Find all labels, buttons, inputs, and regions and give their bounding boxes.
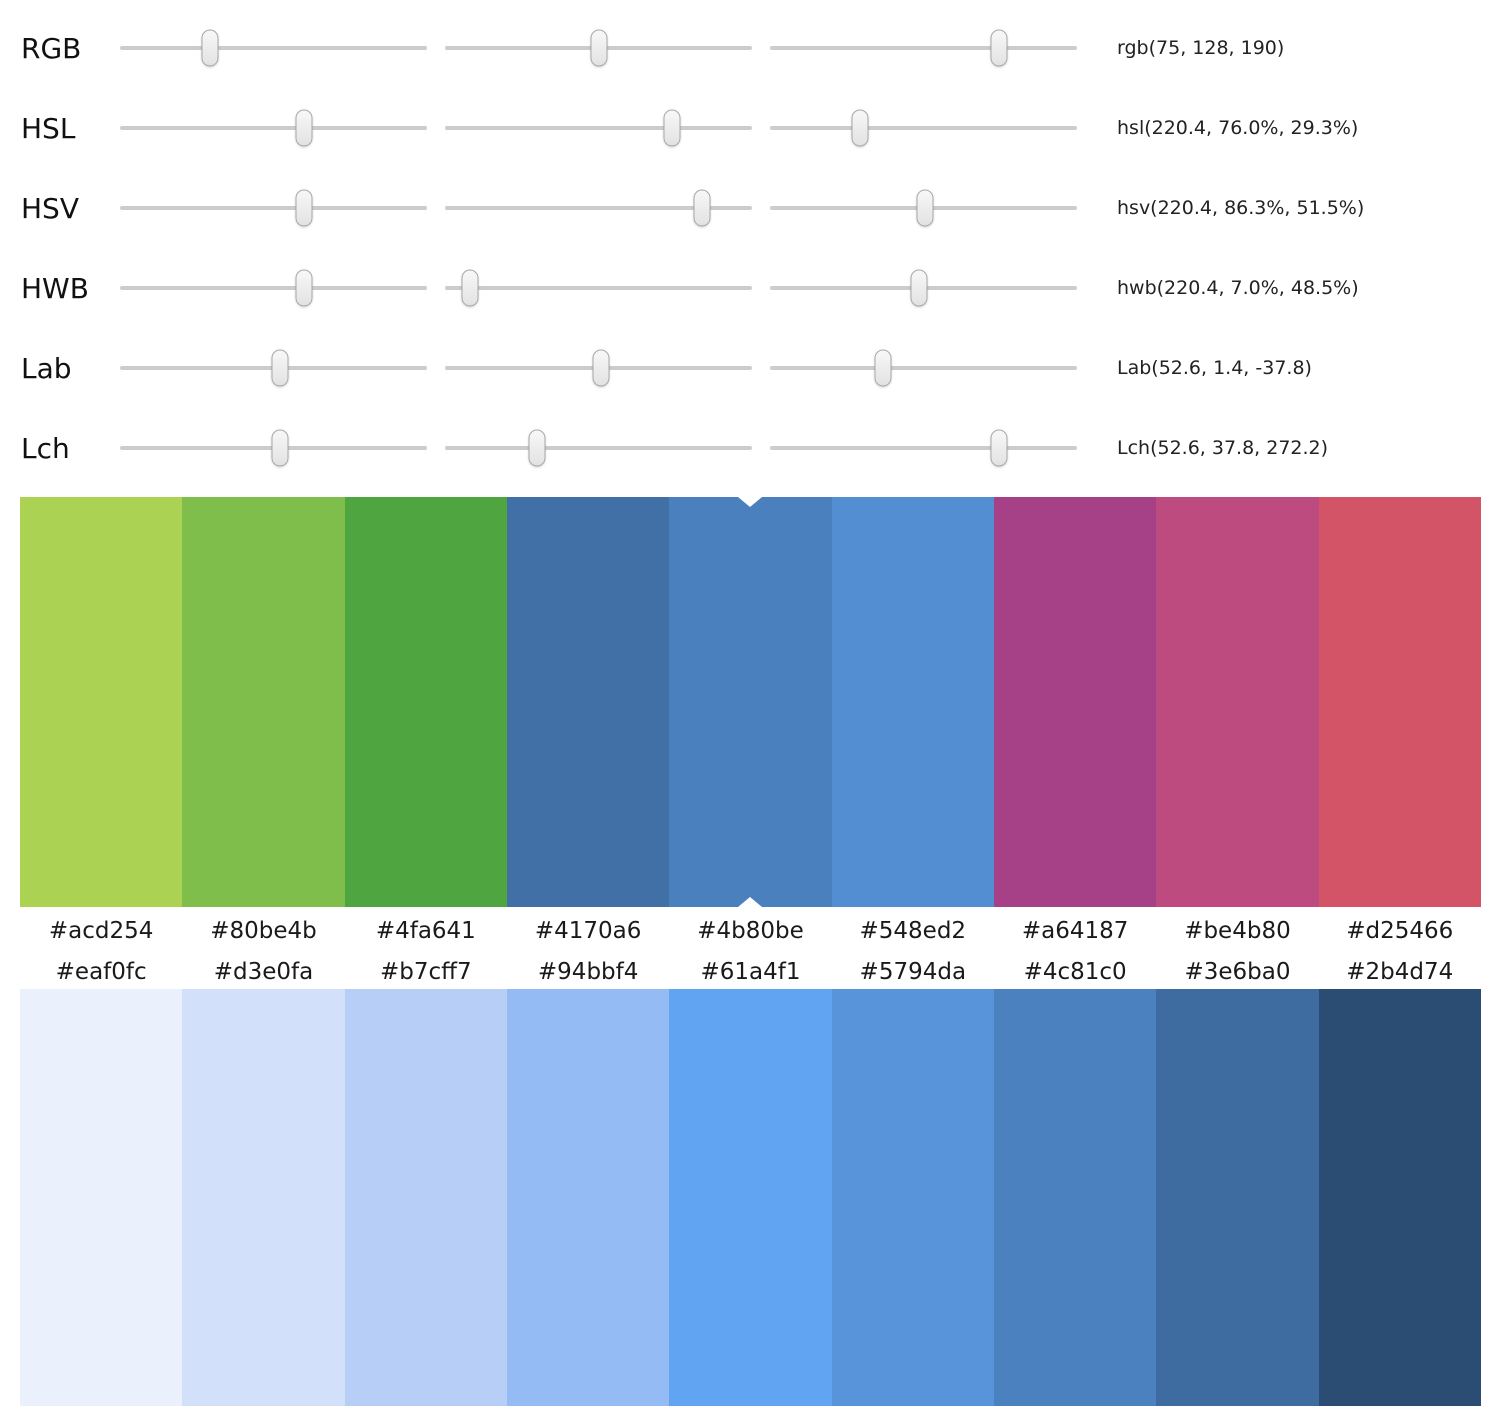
color-value-text: Lab(52.6, 1.4, -37.8) — [1117, 357, 1312, 379]
color-swatch[interactable] — [344, 989, 507, 1406]
slider-handle[interactable] — [528, 429, 546, 467]
slider-row: HWB hwb(220.4, 7.0%, 48.5%) — [0, 248, 1501, 328]
slider-handle[interactable] — [592, 349, 610, 387]
slider-track-1[interactable] — [120, 28, 427, 68]
color-value-text: Lch(52.6, 37.8, 272.2) — [1117, 437, 1329, 459]
hex-code-label: #d25466 — [1346, 917, 1454, 944]
color-swatch[interactable] — [993, 989, 1157, 1406]
slider-track-3[interactable] — [770, 348, 1077, 388]
color-swatch[interactable] — [1156, 989, 1319, 1406]
hex-code-label: #2b4d74 — [1346, 958, 1454, 985]
slider-track-3[interactable] — [770, 428, 1077, 468]
color-value-text: hsl(220.4, 76.0%, 29.3%) — [1117, 117, 1359, 139]
color-value-text: hsv(220.4, 86.3%, 51.5%) — [1117, 197, 1365, 219]
slider-row: HSL hsl(220.4, 76.0%, 29.3%) — [0, 88, 1501, 168]
slider-handle[interactable] — [590, 29, 608, 67]
slider-group-label: Lab — [21, 351, 72, 385]
slider-handle[interactable] — [461, 269, 479, 307]
color-value-text: rgb(75, 128, 190) — [1117, 37, 1285, 59]
color-swatch[interactable] — [506, 497, 670, 907]
slider-handle[interactable] — [874, 349, 892, 387]
color-value-text: hwb(220.4, 7.0%, 48.5%) — [1117, 277, 1359, 299]
slider-handle[interactable] — [271, 429, 289, 467]
slider-handle[interactable] — [910, 269, 928, 307]
slider-row: Lab Lab(52.6, 1.4, -37.8) — [0, 328, 1501, 408]
color-swatch[interactable] — [182, 989, 345, 1406]
slider-track-2[interactable] — [445, 188, 752, 228]
hex-code-label: #d3e0fa — [213, 958, 314, 985]
slider-track-2[interactable] — [445, 268, 752, 308]
hex-code-label: #4b80be — [697, 917, 804, 944]
slider-track-2[interactable] — [445, 108, 752, 148]
slider-track-2[interactable] — [445, 28, 752, 68]
slider-handle[interactable] — [693, 189, 711, 227]
slider-group-label: RGB — [21, 31, 82, 65]
color-swatch[interactable] — [669, 989, 832, 1406]
hex-code-label: #a64187 — [1021, 917, 1129, 944]
hue-palette — [20, 497, 1481, 907]
hex-code-label: #acd254 — [48, 917, 154, 944]
slider-track-1[interactable] — [120, 108, 427, 148]
slider-track-2[interactable] — [445, 428, 752, 468]
hex-code-label: #b7cff7 — [380, 958, 472, 985]
slider-group-label: HWB — [21, 271, 89, 305]
slider-handle[interactable] — [295, 189, 313, 227]
hex-code-label: #eaf0fc — [55, 958, 147, 985]
sliders-panel: RGB rgb(75, 128, 190) HSL hsl(220.4, 76.… — [0, 0, 1501, 488]
slider-handle[interactable] — [271, 349, 289, 387]
color-swatch-selected[interactable] — [669, 497, 832, 907]
color-swatch[interactable] — [20, 989, 183, 1406]
slider-group-label: HSV — [21, 191, 79, 225]
slider-handle[interactable] — [201, 29, 219, 67]
slider-handle[interactable] — [916, 189, 934, 227]
slider-track-3[interactable] — [770, 268, 1077, 308]
color-swatch[interactable] — [831, 989, 994, 1406]
hex-code-label: #4170a6 — [534, 917, 642, 944]
hex-code-label: #548ed2 — [859, 917, 967, 944]
color-swatch[interactable] — [993, 497, 1157, 907]
slider-track-3[interactable] — [770, 188, 1077, 228]
hex-code-label: #4c81c0 — [1023, 958, 1127, 985]
color-swatch[interactable] — [20, 497, 183, 907]
tint-palette — [20, 989, 1481, 1406]
hex-code-label: #4fa641 — [375, 917, 476, 944]
slider-track-1[interactable] — [120, 268, 427, 308]
hex-code-label: #5794da — [859, 958, 967, 985]
slider-handle[interactable] — [990, 29, 1008, 67]
slider-handle[interactable] — [851, 109, 869, 147]
hex-code-label: #3e6ba0 — [1184, 958, 1291, 985]
slider-track-1[interactable] — [120, 188, 427, 228]
hex-code-label: #94bbf4 — [537, 958, 639, 985]
color-swatch[interactable] — [1156, 497, 1319, 907]
hex-code-label: #61a4f1 — [700, 958, 801, 985]
color-swatch[interactable] — [831, 497, 994, 907]
slider-group-label: HSL — [21, 111, 76, 145]
color-swatch[interactable] — [506, 989, 670, 1406]
slider-track-3[interactable] — [770, 108, 1077, 148]
slider-handle[interactable] — [990, 429, 1008, 467]
slider-handle[interactable] — [663, 109, 681, 147]
slider-row: HSV hsv(220.4, 86.3%, 51.5%) — [0, 168, 1501, 248]
slider-group-label: Lch — [21, 431, 70, 465]
slider-row: RGB rgb(75, 128, 190) — [0, 8, 1501, 88]
slider-handle[interactable] — [295, 109, 313, 147]
tint-palette-hex-labels: #eaf0fc #d3e0fa #b7cff7 #94bbf4 #61a4f1 #5794… — [20, 954, 1481, 989]
slider-track-1[interactable] — [120, 348, 427, 388]
hue-palette-hex-labels: #acd254 #80be4b #4fa641 #4170a6 #4b80be #548e… — [20, 907, 1481, 954]
hex-code-label: #be4b80 — [1184, 917, 1291, 944]
color-swatch[interactable] — [1318, 989, 1481, 1406]
color-swatch[interactable] — [182, 497, 345, 907]
slider-handle[interactable] — [295, 269, 313, 307]
slider-track-2[interactable] — [445, 348, 752, 388]
color-swatch[interactable] — [1318, 497, 1481, 907]
hex-code-label: #80be4b — [210, 917, 317, 944]
slider-track-3[interactable] — [770, 28, 1077, 68]
slider-row: Lch Lch(52.6, 37.8, 272.2) — [0, 408, 1501, 488]
slider-track-1[interactable] — [120, 428, 427, 468]
color-swatch[interactable] — [344, 497, 507, 907]
